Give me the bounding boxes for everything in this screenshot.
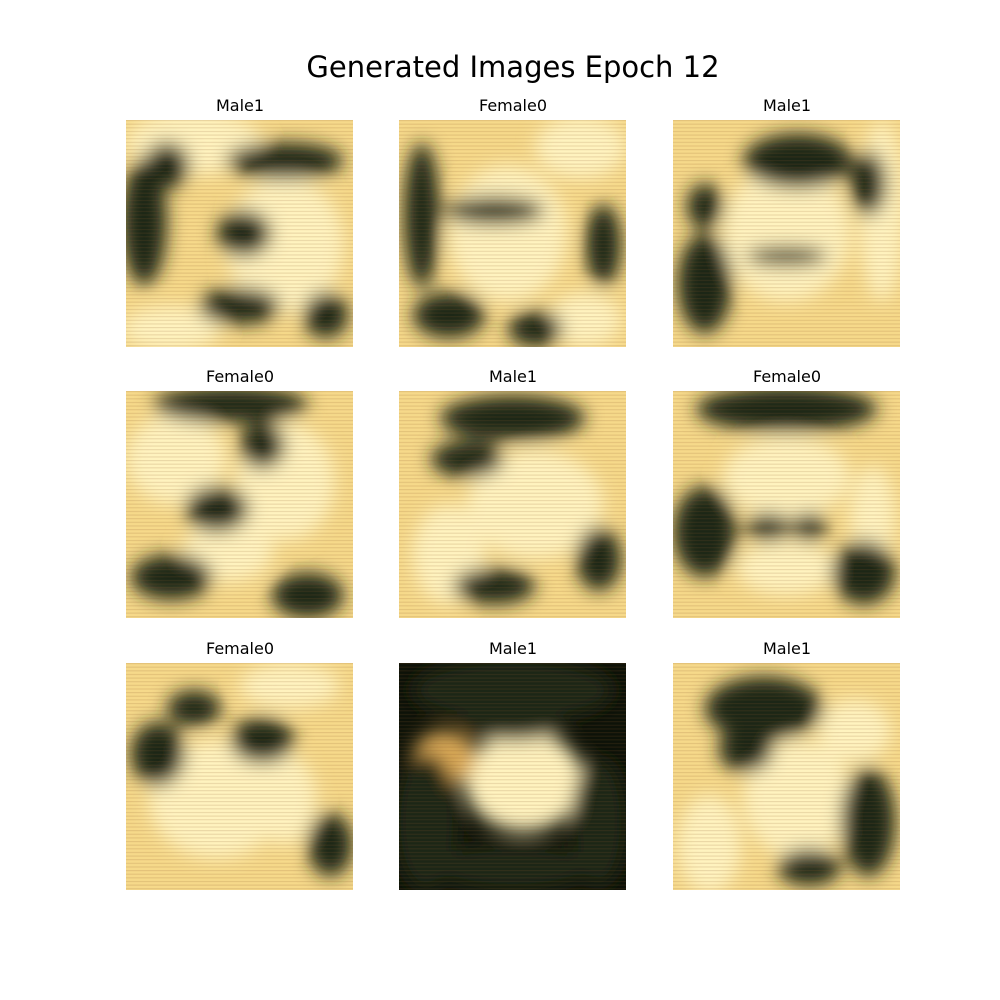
generated-image	[126, 120, 353, 347]
panel-8: Male1	[399, 639, 627, 890]
panel-5: Male1	[399, 367, 627, 618]
panel-7: Female0	[126, 639, 354, 890]
generated-image	[673, 663, 900, 890]
generated-image	[126, 663, 353, 890]
panel-title: Male1	[488, 367, 538, 386]
panel-2: Female0	[399, 96, 627, 347]
panel-title: Male1	[488, 639, 538, 658]
panel-1: Male1	[126, 96, 354, 347]
generated-image	[126, 391, 353, 618]
panel-title: Female0	[478, 96, 548, 115]
generated-image	[399, 663, 626, 890]
figure-title: Generated Images Epoch 12	[306, 50, 720, 84]
panel-title: Male1	[762, 639, 812, 658]
generated-image	[399, 120, 626, 347]
generated-image	[673, 391, 900, 618]
generated-image	[399, 391, 626, 618]
panel-title: Male1	[762, 96, 812, 115]
panel-9: Male1	[673, 639, 901, 890]
panel-4: Female0	[126, 367, 354, 618]
panel-title: Male1	[215, 96, 265, 115]
generated-image	[673, 120, 900, 347]
panel-title: Female0	[205, 367, 275, 386]
panel-6: Female0	[673, 367, 901, 618]
panel-title: Female0	[752, 367, 822, 386]
panel-title: Female0	[205, 639, 275, 658]
panel-3: Male1	[673, 96, 901, 347]
